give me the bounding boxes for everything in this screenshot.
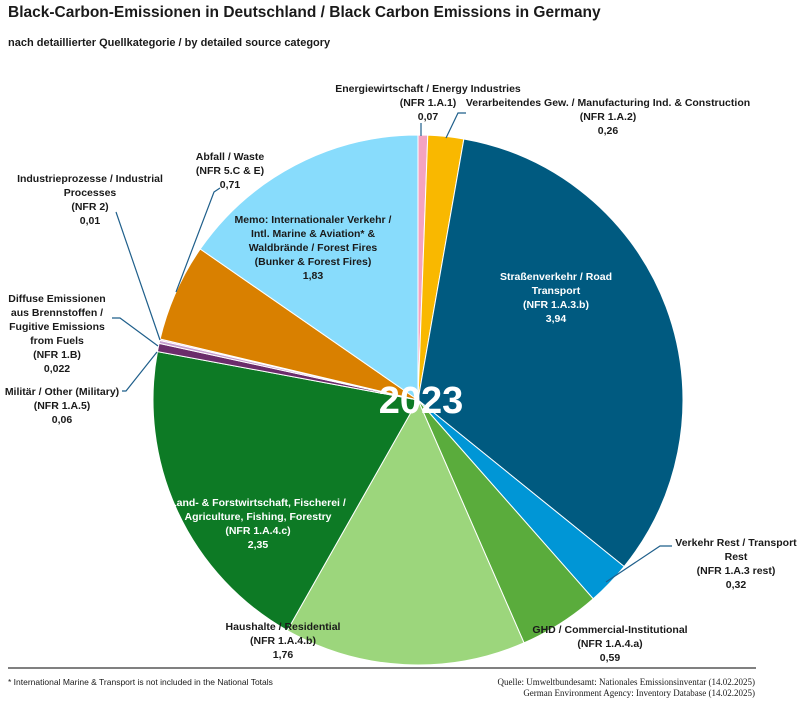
slice-label: Industrieprozesse / Industrial Processes… [0,172,180,228]
value-label: 3,94 [545,313,567,325]
pie-slice [417,138,684,568]
slice-label: GHD / Commercial-Institutional (NFR 1.A.4… [505,623,715,665]
slice-label: Haushalte / Residential (NFR 1.A.4.b) 1,76 [208,620,358,662]
value-label: 0,59 [599,652,621,664]
leader-line [175,187,221,293]
pie-slice [152,351,419,632]
center-year: 2023 [379,380,464,422]
pie-slice [199,134,419,401]
chart-title: Black-Carbon-Emissionen in Deutschland /… [8,4,601,21]
category-label: Abfall / Waste [195,151,265,163]
value-label: 0,07 [417,111,439,123]
source-line: Quelle: Umweltbundesamt: Nationales Emis… [497,677,755,687]
code-label: (NFR 1.A.2) [579,111,637,123]
slice-label: Memo: Internationaler Verkehr / Intl. Ma… [227,213,399,283]
category-label: Industrieprozesse / Industrial Processes [17,173,163,199]
code-label: (NFR 1.A.3 rest) [696,565,776,577]
category-label: Haushalte / Residential [225,621,341,633]
category-label: Militär / Other (Military) [4,386,120,398]
code-label: (NFR 1.A.1) [399,97,457,109]
code-label: (NFR 5.C & E) [195,165,265,177]
value-label: 0,06 [51,414,73,426]
slice-label: Verkehr Rest / Transport Rest (NFR 1.A.3 … [672,536,800,592]
value-label: 1,76 [272,649,294,661]
code-label: (NFR 2) [71,201,109,213]
slice-label: Diffuse Emissionen aus Brennstoffen / Fu… [0,292,115,376]
footnote: * International Marine & Transport is no… [8,677,273,687]
category-label: GHD / Commercial-Institutional [532,624,688,636]
category-label: Diffuse Emissionen aus Brennstoffen / Fu… [8,293,106,347]
leader-line [605,545,672,583]
leader-line [112,317,159,347]
code-label: (NFR 1.A.4.c) [225,525,291,537]
leader-lines [112,112,672,583]
category-label: Verarbeitendes Gew. / Manufacturing Ind.… [465,97,751,109]
leader-line [445,112,466,139]
value-label: 0,32 [725,579,747,591]
category-label: Verkehr Rest / Transport Rest [675,537,797,563]
code-label: (NFR 1.A.5) [33,400,91,412]
code-label: (NFR 1.A.3.b) [523,299,589,311]
leader-line [122,351,158,392]
slice-label: Abfall / Waste (NFR 5.C & E) 0,71 [170,150,290,192]
value-label: 0,71 [219,179,241,191]
code-label: (NFR 1.A.4.b) [250,635,316,647]
source-line: German Environment Agency: Inventory Dat… [523,688,755,698]
category-label: Straßenverkehr / Road Transport [499,271,613,297]
code-label: (NFR 1.B) [33,349,81,361]
category-label: Land- & Forstwirtschaft, Fischerei / Agr… [170,497,346,523]
category-label: Memo: Internationaler Verkehr / Intl. Ma… [234,214,392,254]
code-label: (NFR 1.A.4.a) [577,638,643,650]
source: Quelle: Umweltbundesamt: Nationales Emis… [498,677,755,699]
pie-slice [286,398,525,666]
slice-label: Energiewirtschaft / Energy Industries (NF… [313,82,543,124]
code-label: (Bunker & Forest Fires) [254,256,372,268]
slice-label: Verarbeitendes Gew. / Manufacturing Ind.… [453,96,763,138]
slice-label: Militär / Other (Military) (NFR 1.A.5) 0,0… [0,385,124,427]
value-label: 2,35 [247,539,269,551]
value-label: 1,83 [302,270,324,282]
value-label: 0,26 [597,125,619,137]
value-label: 0,022 [43,363,71,375]
value-label: 0,01 [79,215,101,227]
leader-line [115,211,161,341]
slice-label: Straßenverkehr / Road Transport (NFR 1.A.… [481,270,631,326]
chart-subtitle: nach detaillierter Quellkategorie / by d… [8,37,331,49]
slice-label: Land- & Forstwirtschaft, Fischerei / Agr… [168,496,348,552]
category-label: Energiewirtschaft / Energy Industries [335,83,521,95]
